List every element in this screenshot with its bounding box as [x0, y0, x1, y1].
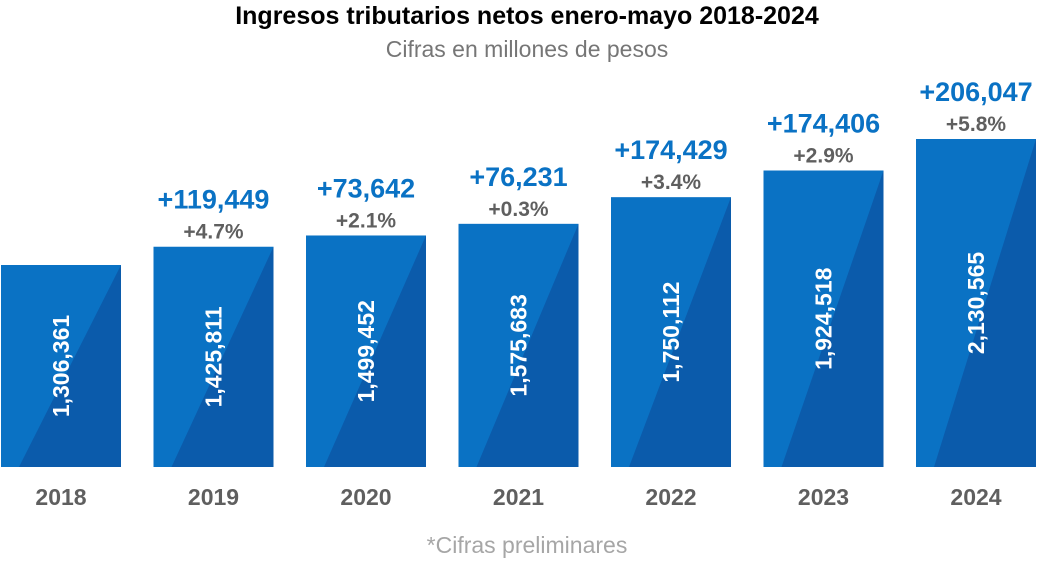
bar-group: 1,575,683 +0.3% +76,231 2021 [458, 162, 579, 510]
bar-value-label: 1,924,518 [811, 267, 837, 370]
chart-subtitle: Cifras en millones de pesos [385, 36, 669, 62]
bar-value-label: 1,499,452 [353, 300, 379, 402]
growth-label: +2.9% [793, 144, 853, 167]
increment-label: +174,429 [614, 135, 727, 165]
bars-layer: 1,306,36120181,425,811+4.7%+119,44920191… [1, 77, 1036, 510]
bar-shade [629, 197, 731, 467]
bar-value-label: 1,750,112 [658, 282, 684, 383]
bar-shade [476, 223, 579, 467]
increment-label: +76,231 [469, 162, 567, 192]
year-label: 2021 [493, 484, 544, 510]
bar-shade [171, 246, 274, 467]
bar-group: 2,130,565 +5.8% +206,047 2024 [916, 77, 1036, 510]
bar-shade [934, 139, 1036, 467]
year-label: 2018 [35, 484, 86, 510]
growth-label: +4.7% [183, 221, 243, 244]
bar-group: 1,499,452 +2.1% +73,642 2020 [306, 173, 426, 510]
increment-label: +73,642 [317, 173, 415, 203]
bar-value-label: 2,130,565 [963, 252, 989, 355]
chart-title: Ingresos tributarios netos enero-mayo 20… [235, 2, 819, 30]
bar-value-label: 1,425,811 [201, 306, 227, 407]
increment-label: +174,406 [767, 108, 880, 138]
year-label: 2022 [645, 484, 696, 510]
bar-value-label: 1,306,361 [48, 315, 74, 418]
bar-group: 1,924,518 +2.9% +174,406 2023 [763, 108, 884, 510]
year-label: 2023 [798, 484, 849, 510]
bar-shade [19, 265, 121, 467]
bar-group: 1,750,112 +3.4% +174,429 2022 [611, 135, 731, 510]
growth-label: +2.1% [336, 209, 396, 232]
bar-value-label: 1,575,683 [506, 294, 532, 396]
bar-group: 1,306,361 2018 [1, 265, 121, 510]
year-label: 2019 [188, 484, 239, 510]
increment-label: +206,047 [919, 77, 1032, 107]
year-label: 2024 [950, 484, 1001, 510]
growth-label: +3.4% [641, 171, 701, 194]
year-label: 2020 [340, 484, 391, 510]
chart-footnote: *Cifras preliminares [426, 532, 628, 558]
bar-shade [324, 235, 426, 467]
growth-label: +0.3% [488, 198, 548, 221]
bar-shade [781, 170, 884, 467]
growth-label: +5.8% [946, 113, 1006, 136]
increment-label: +119,449 [158, 185, 270, 215]
bar-group: 1,425,811 +4.7% +119,449 2019 [153, 185, 274, 510]
